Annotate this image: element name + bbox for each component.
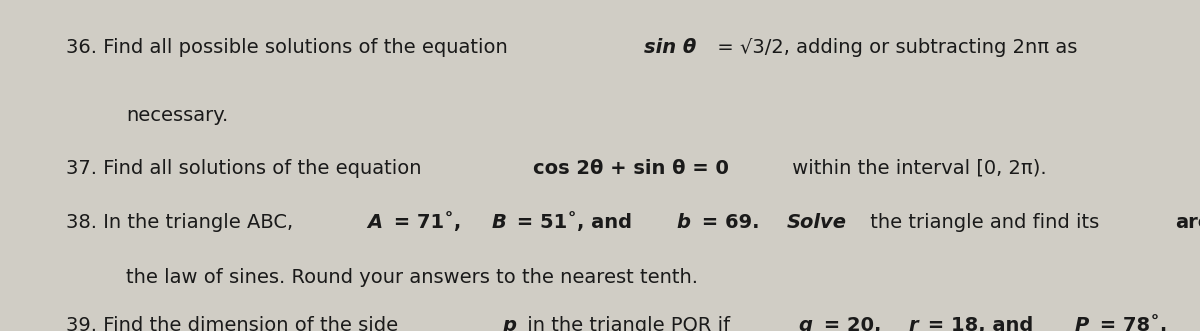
Text: = 71˚,: = 71˚, <box>386 213 468 232</box>
Text: r: r <box>908 316 918 331</box>
Text: 39. Find the dimension of the side: 39. Find the dimension of the side <box>66 316 404 331</box>
Text: necessary.: necessary. <box>126 106 228 125</box>
Text: = √3/2, adding or subtracting 2nπ as: = √3/2, adding or subtracting 2nπ as <box>712 38 1078 57</box>
Text: 36. Find all possible solutions of the equation: 36. Find all possible solutions of the e… <box>66 38 514 57</box>
Text: the triangle and find its: the triangle and find its <box>864 213 1105 232</box>
Text: b: b <box>677 213 690 232</box>
Text: q: q <box>798 316 812 331</box>
Text: sin θ: sin θ <box>644 38 696 57</box>
Text: the law of sines. Round your answers to the nearest tenth.: the law of sines. Round your answers to … <box>126 268 698 287</box>
Text: Solve: Solve <box>786 213 846 232</box>
Text: B: B <box>491 213 506 232</box>
Text: p: p <box>503 316 517 331</box>
Text: = 18, and: = 18, and <box>920 316 1040 331</box>
Text: within the interval [0, 2π).: within the interval [0, 2π). <box>786 159 1046 178</box>
Text: A: A <box>367 213 383 232</box>
Text: = 78˚.: = 78˚. <box>1093 316 1168 331</box>
Text: 37. Find all solutions of the equation: 37. Find all solutions of the equation <box>66 159 427 178</box>
Text: area: area <box>1176 213 1200 232</box>
Text: P: P <box>1074 316 1088 331</box>
Text: in the triangle PQR if: in the triangle PQR if <box>521 316 736 331</box>
Text: = 20,: = 20, <box>817 316 888 331</box>
Text: = 51˚, and: = 51˚, and <box>510 213 640 232</box>
Text: = 69.: = 69. <box>695 213 766 232</box>
Text: cos 2θ + sin θ = 0: cos 2θ + sin θ = 0 <box>533 159 728 178</box>
Text: 38. In the triangle ABC,: 38. In the triangle ABC, <box>66 213 299 232</box>
